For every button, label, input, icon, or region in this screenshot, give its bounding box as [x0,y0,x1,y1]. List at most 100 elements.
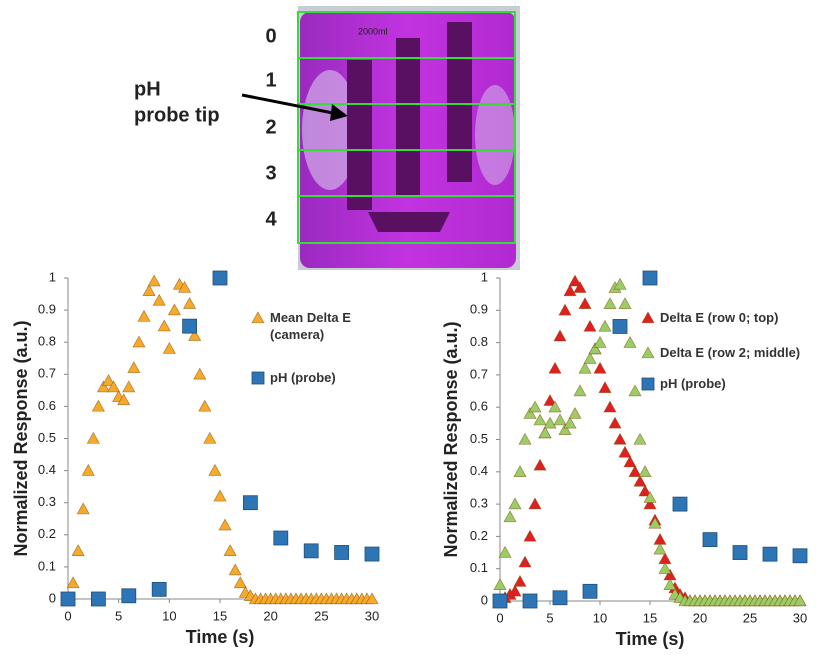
marker-triangle [147,274,161,287]
y-tick-label: 0.2 [470,528,488,543]
marker-triangle [162,341,176,354]
x-tick-label: 25 [314,608,328,623]
marker-triangle [658,561,672,574]
marker-triangle [548,400,562,413]
y-tick-label: 0.4 [38,462,56,477]
marker-square [672,496,688,512]
marker-square [762,546,778,562]
marker-square [334,545,350,560]
x-tick-label: 15 [643,610,657,625]
marker-triangle [613,432,627,445]
marker-triangle [508,497,522,510]
y-tick-label: 0.5 [38,430,56,445]
marker-triangle [508,584,522,597]
y-tick-label: 0.7 [38,366,56,381]
marker-triangle [127,361,141,374]
arrow-head [330,104,348,121]
y-tick-label: 0.9 [38,302,56,317]
marker-triangle [618,297,632,309]
row-label: 1 [265,69,276,91]
marker-triangle [643,497,657,510]
marker-square [642,270,658,286]
marker-triangle [152,293,166,306]
marker-triangle [365,592,379,605]
marker-triangle [603,297,617,309]
y-tick-label: 0.4 [470,463,488,478]
marker-triangle [137,309,151,322]
marker-square [91,591,106,607]
marker-triangle [518,555,532,568]
marker-square [242,495,258,511]
marker-triangle [543,416,557,429]
marker-triangle [543,394,557,406]
ice [475,85,515,185]
marker-triangle [533,458,547,471]
marker-square [303,543,319,559]
marker-square [552,590,568,606]
marker-triangle [663,578,677,590]
marker-triangle [538,426,552,439]
marker-triangle [603,400,617,413]
marker-triangle [568,274,582,287]
marker-triangle [213,489,227,502]
legend-entry: Delta E (row 0; top) [660,310,779,325]
y-tick-label: 0 [481,592,488,607]
y-tick-label: 0.6 [38,398,56,413]
beaker-label: 2000ml [358,26,388,36]
y-tick-label: 0.1 [38,558,56,573]
marker-triangle [648,516,662,529]
x-tick-label: 10 [162,608,176,623]
marker-square [732,545,748,560]
legend-entry: pH (probe) [270,370,336,385]
y-tick-label: 0.6 [470,399,488,414]
probe [347,60,372,210]
annotation: probe tip [134,104,220,126]
marker-triangle [107,380,121,393]
marker-triangle [81,463,95,476]
y-tick-label: 0.8 [38,334,56,349]
marker-triangle [513,574,527,587]
marker-square [212,270,228,286]
marker-square [582,583,598,599]
y-tick-label: 0.3 [38,494,56,509]
marker-triangle [528,497,542,510]
marker-triangle [628,384,642,397]
y-tick-label: 0.5 [470,431,488,446]
x-tick-label: 30 [793,610,807,625]
marker-triangle [493,578,507,590]
marker-triangle [598,319,612,332]
marker-triangle [203,431,217,444]
row-label: 2 [265,116,276,138]
marker-triangle [518,432,532,445]
legend-entry: pH (probe) [660,376,726,391]
y-tick-label: 0.7 [470,366,488,381]
x-axis-label: Time (s) [186,627,255,647]
marker-triangle [578,361,592,374]
y-tick-label: 0.3 [470,496,488,511]
marker-triangle [498,545,512,558]
row-label: 0 [265,25,276,47]
arrow [241,93,339,116]
marker-triangle [633,474,647,487]
marker-triangle [643,490,657,503]
marker-triangle [86,431,100,444]
y-tick-label: 0.9 [470,302,488,317]
x-tick-label: 5 [115,608,122,623]
y-tick-label: 1 [481,269,488,284]
marker-triangle [177,280,192,293]
marker-triangle [613,277,627,290]
marker-triangle [618,445,632,458]
marker-triangle [101,373,116,386]
marker-triangle [608,416,622,429]
marker-triangle [628,465,642,477]
marker-triangle [523,406,537,419]
marker-triangle [233,576,247,589]
legend-entry: Mean Delta E (camera) [270,310,351,342]
probe [447,22,472,182]
marker-triangle [96,380,111,393]
legend-marker [641,377,655,391]
marker-triangle [548,361,562,374]
y-axis-label: Normalized Response (a.u.) [11,320,31,556]
y-tick-label: 0.8 [470,334,488,349]
